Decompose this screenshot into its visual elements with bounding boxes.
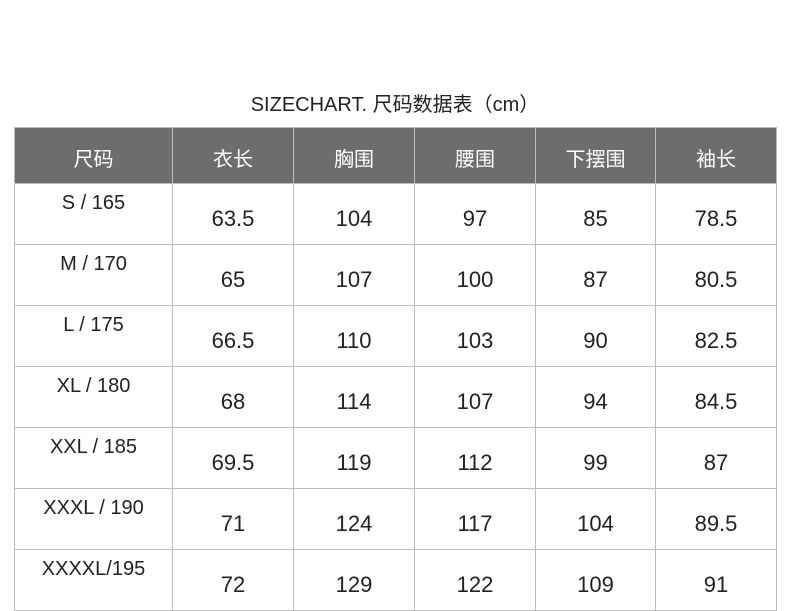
- column-header: 袖长: [655, 127, 777, 184]
- column-header: 腰围: [414, 127, 536, 184]
- value-cell: 65: [172, 244, 294, 306]
- table-row: XXXXL/195 72 129 122 109 91: [14, 549, 777, 611]
- value-cell: 68: [172, 366, 294, 428]
- table-row: XXL / 185 69.5 119 112 99 87: [14, 427, 777, 489]
- value-cell: 107: [414, 366, 536, 428]
- value-cell: 129: [293, 549, 415, 611]
- value-cell: 66.5: [172, 305, 294, 367]
- value-cell: 89.5: [655, 488, 777, 550]
- column-header: 衣长: [172, 127, 294, 184]
- value-cell: 124: [293, 488, 415, 550]
- size-chart-table: 尺码 衣长 胸围 腰围 下摆围 袖长 S / 165 63.5 104 97 85 78.5 M / …: [14, 127, 777, 611]
- value-cell: 87: [535, 244, 656, 306]
- table-row: S / 165 63.5 104 97 85 78.5: [14, 183, 777, 245]
- value-cell: 119: [293, 427, 415, 489]
- value-cell: 90: [535, 305, 656, 367]
- value-cell: 114: [293, 366, 415, 428]
- value-cell: 71: [172, 488, 294, 550]
- value-cell: 80.5: [655, 244, 777, 306]
- table-row: XXXL / 190 71 124 117 104 89.5: [14, 488, 777, 550]
- value-cell: 72: [172, 549, 294, 611]
- value-cell: 63.5: [172, 183, 294, 245]
- column-header: 胸围: [293, 127, 415, 184]
- value-cell: 82.5: [655, 305, 777, 367]
- value-cell: 97: [414, 183, 536, 245]
- value-cell: 107: [293, 244, 415, 306]
- size-cell: S / 165: [14, 183, 173, 245]
- value-cell: 85: [535, 183, 656, 245]
- value-cell: 112: [414, 427, 536, 489]
- value-cell: 117: [414, 488, 536, 550]
- value-cell: 110: [293, 305, 415, 367]
- size-cell: M / 170: [14, 244, 173, 306]
- table-row: L / 175 66.5 110 103 90 82.5: [14, 305, 777, 367]
- value-cell: 103: [414, 305, 536, 367]
- value-cell: 91: [655, 549, 777, 611]
- size-cell: L / 175: [14, 305, 173, 367]
- column-header: 尺码: [14, 127, 173, 184]
- value-cell: 84.5: [655, 366, 777, 428]
- value-cell: 109: [535, 549, 656, 611]
- table-row: M / 170 65 107 100 87 80.5: [14, 244, 777, 306]
- size-cell: XXL / 185: [14, 427, 173, 489]
- value-cell: 99: [535, 427, 656, 489]
- value-cell: 104: [535, 488, 656, 550]
- value-cell: 78.5: [655, 183, 777, 245]
- value-cell: 122: [414, 549, 536, 611]
- value-cell: 104: [293, 183, 415, 245]
- size-cell: XXXXL/195: [14, 549, 173, 611]
- value-cell: 94: [535, 366, 656, 428]
- page-title: SIZECHART. 尺码数据表（cm）: [250, 94, 540, 116]
- table-row: XL / 180 68 114 107 94 84.5: [14, 366, 777, 428]
- value-cell: 87: [655, 427, 777, 489]
- column-header: 下摆围: [535, 127, 656, 184]
- value-cell: 100: [414, 244, 536, 306]
- size-cell: XL / 180: [14, 366, 173, 428]
- header-row: 尺码 衣长 胸围 腰围 下摆围 袖长: [14, 127, 777, 184]
- value-cell: 69.5: [172, 427, 294, 489]
- size-cell: XXXL / 190: [14, 488, 173, 550]
